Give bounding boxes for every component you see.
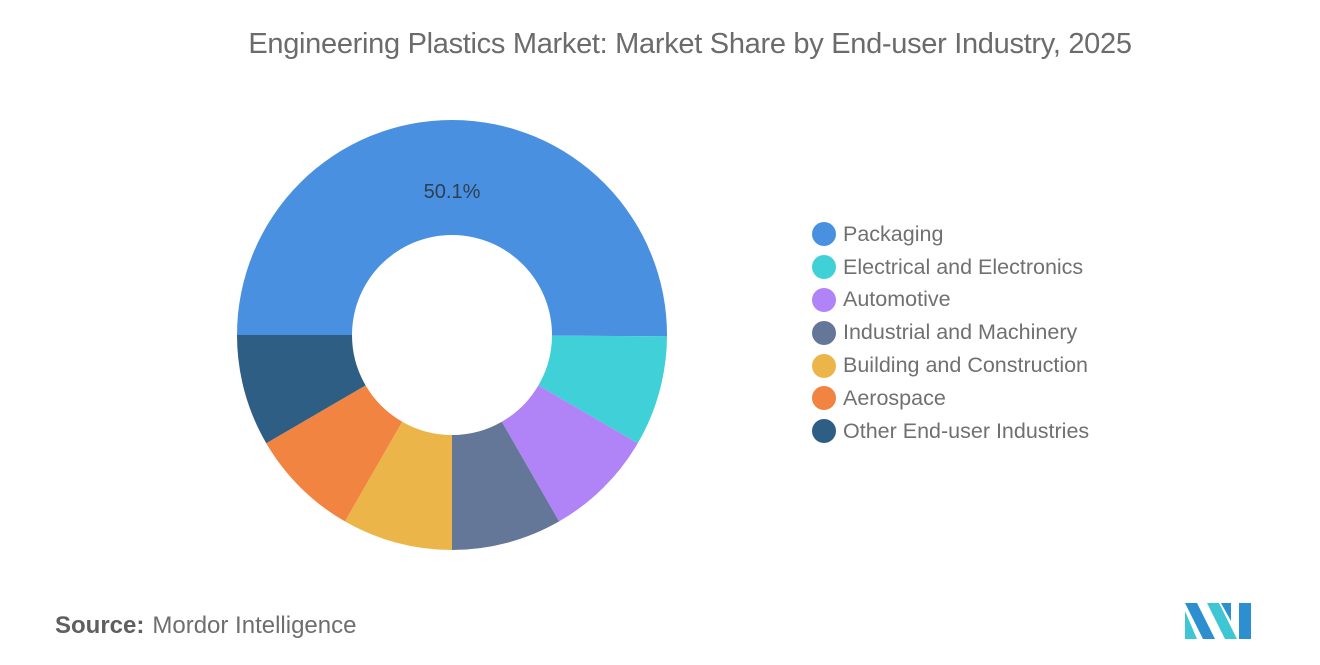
- legend-item: Other End-user Industries: [812, 415, 1089, 448]
- chart-title: Engineering Plastics Market: Market Shar…: [248, 28, 1132, 60]
- legend-swatch-icon: [812, 386, 836, 411]
- chart-legend: Packaging Electrical and Electronics Autom…: [812, 218, 1089, 448]
- legend-label: Aerospace: [843, 385, 946, 410]
- legend-swatch-icon: [812, 287, 836, 312]
- legend-label: Automotive: [843, 287, 951, 312]
- legend-swatch-icon: [812, 255, 836, 280]
- source-note: Source: Mordor Intelligence: [55, 612, 356, 640]
- legend-swatch-icon: [812, 222, 836, 247]
- legend-label: Packaging: [843, 221, 944, 246]
- legend-item: Electrical and Electronics: [812, 251, 1089, 284]
- data-label-packaging: 50.1%: [424, 181, 481, 203]
- donut-slice-other-end-user-industries: [237, 335, 366, 444]
- donut-slice-building-and-construction: [344, 421, 452, 550]
- source-label: Source:: [55, 612, 145, 639]
- source-value: Mordor Intelligence: [152, 612, 357, 639]
- legend-item: Building and Construction: [812, 349, 1089, 382]
- donut-slice-aerospace: [266, 385, 403, 522]
- legend-item: Industrial and Machinery: [812, 316, 1089, 349]
- donut-slice-industrial-and-machinery: [452, 421, 560, 550]
- legend-swatch-icon: [812, 320, 836, 345]
- legend-label: Electrical and Electronics: [843, 254, 1084, 279]
- legend-label: Other End-user Industries: [843, 418, 1090, 443]
- donut-chart: 50.1%: [237, 119, 667, 550]
- legend-item: Automotive: [812, 284, 1089, 317]
- donut-slice-automotive: [501, 385, 638, 522]
- legend-swatch-icon: [812, 353, 836, 378]
- legend-label: Building and Construction: [843, 353, 1089, 378]
- donut-slice-packaging: [237, 119, 667, 337]
- legend-item: Packaging: [812, 218, 1089, 251]
- legend-item: Aerospace: [812, 382, 1089, 415]
- legend-label: Industrial and Machinery: [843, 320, 1078, 345]
- legend-swatch-icon: [812, 419, 836, 444]
- donut-slice-electrical-and-electronics: [538, 335, 667, 444]
- mordor-intelligence-logo-icon: [1185, 603, 1251, 639]
